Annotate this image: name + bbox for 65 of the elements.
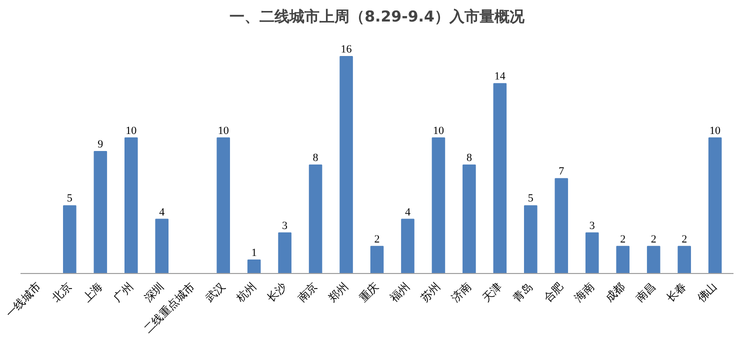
x-tick-label: 合肥: [541, 280, 566, 305]
x-tick-label: 深圳: [142, 280, 166, 305]
bar: [401, 218, 414, 274]
bar: [493, 83, 507, 274]
bar: [370, 246, 384, 274]
x-tick-label: 长春: [664, 280, 689, 305]
data-label: 16: [340, 44, 352, 56]
x-tick-label: 青岛: [510, 280, 536, 305]
data-label: 4: [404, 206, 411, 218]
data-label: 2: [682, 233, 688, 246]
data-label: 4: [159, 206, 166, 218]
x-tick-label: 成都: [602, 280, 628, 305]
x-tick-label: 重庆: [356, 280, 382, 305]
data-label: 10: [218, 124, 230, 137]
data-label: 5: [528, 192, 534, 205]
bar: [155, 218, 169, 274]
data-label: 10: [126, 124, 138, 137]
bar: [708, 137, 722, 274]
bar: [432, 137, 446, 274]
data-label: 14: [494, 70, 506, 83]
chart-title: 一、二线城市上周（8.29-9.4）入市量概况: [230, 8, 526, 26]
bar: [216, 137, 230, 274]
bar: [678, 246, 691, 274]
x-tick-label: 北京: [50, 280, 74, 305]
x-tick-label: 苏州: [418, 280, 444, 305]
bar: [646, 246, 660, 274]
bar: [124, 137, 138, 274]
data-label: 8: [466, 152, 472, 164]
bar: [524, 205, 538, 274]
bar: [278, 232, 292, 274]
x-tick-label: 武汉: [203, 280, 228, 305]
data-label: 2: [374, 233, 380, 246]
data-label: 3: [589, 220, 596, 232]
x-tick-label: 杭州: [233, 280, 259, 306]
bar: [554, 178, 568, 274]
data-label: 2: [650, 233, 656, 246]
bar: [247, 259, 261, 274]
bar: [340, 56, 353, 274]
bar: [94, 150, 108, 274]
x-tick-label: 济南: [449, 280, 474, 305]
bar: [63, 205, 76, 274]
x-tick-label: 福州: [388, 280, 412, 305]
data-label: 9: [98, 138, 104, 150]
bar: [462, 164, 476, 274]
data-label: 10: [432, 124, 444, 137]
data-label: 1: [251, 246, 257, 259]
x-tick-label: 郑州: [326, 280, 351, 305]
x-tick-label: 长沙: [264, 280, 290, 305]
x-tick-label: 海南: [572, 280, 597, 305]
x-tick-label: 佛山: [694, 280, 720, 305]
x-tick-label: 上海: [80, 280, 105, 305]
data-label: 2: [620, 233, 626, 246]
bar: [585, 232, 599, 274]
x-tick-label: 广州: [110, 280, 136, 305]
data-label: 5: [66, 192, 73, 205]
data-label: 8: [312, 152, 319, 164]
x-tick-label: 天津: [480, 280, 505, 305]
data-label: 10: [710, 124, 722, 137]
data-label: 7: [558, 166, 565, 178]
bar: [308, 164, 322, 274]
x-tick-label: 一线城市: [3, 280, 44, 320]
bar: [616, 246, 630, 274]
x-tick-label: 南京: [295, 280, 320, 305]
data-label: 3: [282, 220, 288, 232]
x-tick-label: 南昌: [633, 280, 658, 305]
